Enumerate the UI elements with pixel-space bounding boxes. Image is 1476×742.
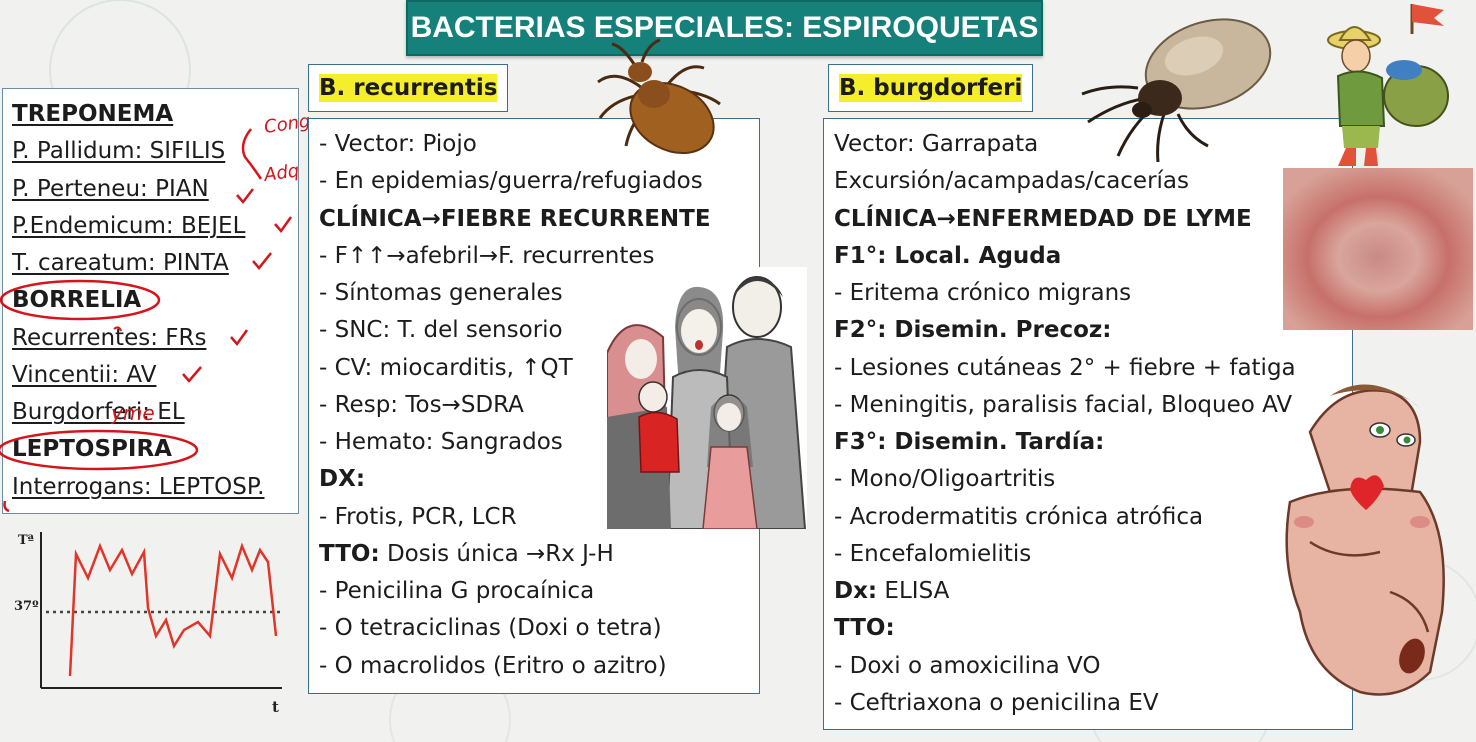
section-heading: DX: <box>319 466 366 492</box>
louse-illustration <box>597 38 721 155</box>
genus-leptospira: LEPTOSPIRA <box>12 436 172 462</box>
list-item: - Frotis, PCR, LCR <box>319 504 517 530</box>
list-item: TTO: Dosis única →Rx J-H <box>319 541 614 567</box>
genus-treponema: TREPONEMA <box>12 101 174 127</box>
list-item: - F↑↑→afebril→F. recurrentes <box>319 243 655 269</box>
section-heading: CLÍNICA→FIEBRE RECURRENTE <box>319 206 711 232</box>
species-careatum: T. careatum: PINTA <box>12 250 229 276</box>
chart-reference-label: 37º <box>14 599 39 614</box>
list-item: - O macrolidos (Eritro o azitro) <box>319 653 667 679</box>
list-item: - Vector: Piojo <box>319 131 477 157</box>
species-burgdorferi: Burgdorferi: EL <box>12 399 185 425</box>
list-item: - Síntomas generales <box>319 280 563 306</box>
species-endemicum: P.Endemicum: BEJEL <box>12 213 246 239</box>
tick-illustration <box>1081 18 1272 162</box>
list-item: - Doxi o amoxicilina VO <box>834 653 1101 679</box>
genus-borrelia: BORRELIA <box>12 287 142 313</box>
chart-ylabel: Tª <box>18 533 35 548</box>
heading-burgdorferi: B. burgdorferi <box>828 64 1034 112</box>
section-heading: CLÍNICA→ENFERMEDAD DE LYME <box>834 206 1252 232</box>
list-item: - Resp: Tos→SDRA <box>319 392 524 418</box>
lyme-patient-illustration <box>1285 384 1445 696</box>
temperature-curve <box>68 542 278 677</box>
recurrent-fever-chart: Tª 37º t <box>14 532 282 716</box>
list-item: - Acrodermatitis crónica atrófica <box>834 504 1204 530</box>
list-item: - Mono/Oligoartritis <box>834 466 1056 492</box>
list-item: - Penicilina G procaínica <box>319 578 595 604</box>
species-interrogans: Interrogans: LEPTOSP. <box>12 474 265 500</box>
list-item: - Eritema crónico migrans <box>834 280 1132 306</box>
species-recurrentes: Recurrentes: FRs <box>12 325 207 351</box>
burgdorferi-panel: Vector: Garrapata Excursión/acampadas/ca… <box>823 118 1353 730</box>
hiker-illustration <box>1327 4 1449 166</box>
section-heading: F1°: Local. Aguda <box>834 243 1062 269</box>
list-item: Vector: Garrapata <box>834 131 1039 157</box>
section-heading: F2°: Disemin. Precoz: <box>834 317 1112 343</box>
list-item: - Hemato: Sangrados <box>319 429 563 455</box>
erythema-photo <box>1283 168 1473 330</box>
list-item: - CV: miocarditis, ↑QT <box>319 355 573 381</box>
section-heading: F3°: Disemin. Tardía: <box>834 429 1105 455</box>
list-item: - SNC: T. del sensorio <box>319 317 563 343</box>
list-item: - Lesiones cutáneas 2° + fiebre + fatiga <box>834 355 1296 381</box>
list-item: - Encefalomielitis <box>834 541 1032 567</box>
list-item: Dx: ELISA <box>834 578 950 604</box>
list-item: - En epidemias/guerra/refugiados <box>319 168 703 194</box>
species-pallidum: P. Pallidum: SIFILIS <box>12 138 226 164</box>
refugee-family-illustration <box>607 267 807 529</box>
classification-panel: TREPONEMA P. Pallidum: SIFILIS P. Perten… <box>0 88 312 514</box>
species-vincentii: Vincentii: AV <box>12 362 157 388</box>
recurrentis-panel: - Vector: Piojo - En epidemias/guerra/re… <box>308 118 807 694</box>
handwritten-annotations: Cong Adq yme <box>0 111 312 513</box>
chart-xlabel: t <box>272 698 279 716</box>
list-item: Excursión/acampadas/cacerías <box>834 168 1190 194</box>
page-title: BACTERIAS ESPECIALES: ESPIROQUETAS <box>406 0 1043 56</box>
heading-recurrentis: B. recurrentis <box>308 64 509 112</box>
section-heading: TTO: <box>834 615 895 641</box>
list-item: - Ceftriaxona o penicilina EV <box>834 690 1159 716</box>
list-item: - O tetraciclinas (Doxi o tetra) <box>319 615 662 641</box>
handwritten-yme: yme <box>110 401 155 425</box>
species-perteneu: P. Perteneu: PIAN <box>12 176 209 202</box>
handwritten-adq: Adq <box>262 160 301 186</box>
list-item: - Meningitis, paralisis facial, Bloqueo … <box>834 392 1293 418</box>
